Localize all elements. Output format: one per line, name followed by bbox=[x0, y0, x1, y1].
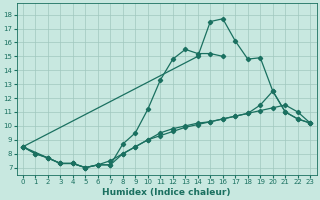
X-axis label: Humidex (Indice chaleur): Humidex (Indice chaleur) bbox=[102, 188, 231, 197]
